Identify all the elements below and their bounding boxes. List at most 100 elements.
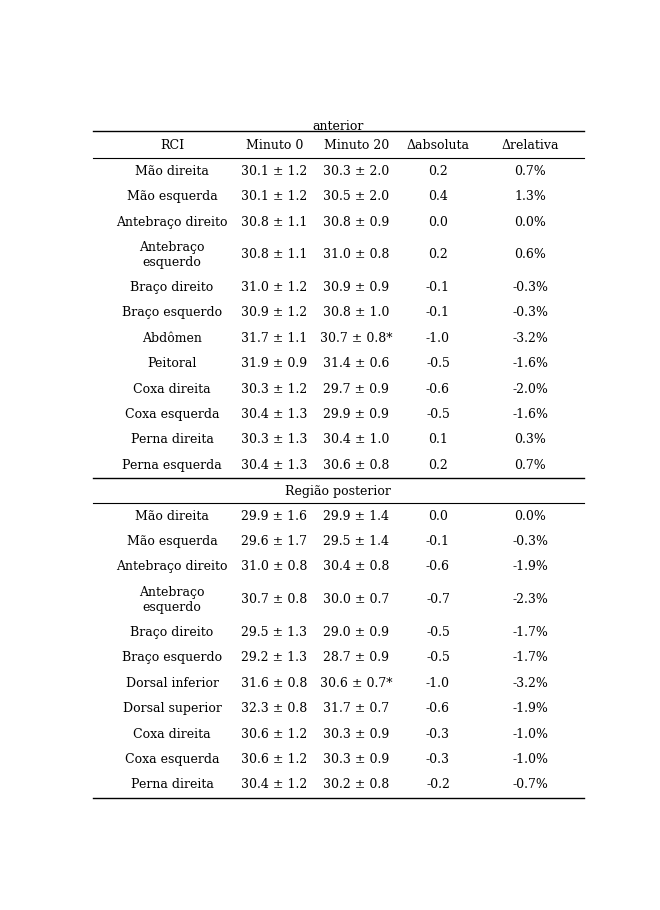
Text: 0.4: 0.4 [428,190,448,203]
Text: 30.0 ± 0.7: 30.0 ± 0.7 [323,593,389,606]
Text: -1.0%: -1.0% [512,728,548,741]
Text: 0.1: 0.1 [428,433,448,447]
Text: 30.3 ± 1.3: 30.3 ± 1.3 [241,433,308,447]
Text: 0.0: 0.0 [428,216,448,228]
Text: 31.7 ± 1.1: 31.7 ± 1.1 [241,332,308,345]
Text: Antebraço
esquerdo: Antebraço esquerdo [139,241,205,268]
Text: 0.0: 0.0 [428,510,448,522]
Text: 29.2 ± 1.3: 29.2 ± 1.3 [242,652,308,664]
Text: -1.9%: -1.9% [512,703,548,715]
Text: -2.0%: -2.0% [512,382,548,396]
Text: 0.3%: 0.3% [514,433,546,447]
Text: 32.3 ± 0.8: 32.3 ± 0.8 [241,703,308,715]
Text: 30.3 ± 0.9: 30.3 ± 0.9 [323,753,389,766]
Text: Perna esquerda: Perna esquerda [122,459,222,471]
Text: 0.2: 0.2 [428,165,448,177]
Text: -2.3%: -2.3% [512,593,548,606]
Text: Antebraço direito: Antebraço direito [116,561,228,573]
Text: -1.7%: -1.7% [512,652,548,664]
Text: -1.7%: -1.7% [512,626,548,639]
Text: -0.3: -0.3 [426,753,450,766]
Text: 30.6 ± 1.2: 30.6 ± 1.2 [241,753,308,766]
Text: Δrelativa: Δrelativa [502,139,559,152]
Text: Dorsal superior: Dorsal superior [123,703,222,715]
Text: -0.3%: -0.3% [512,535,548,548]
Text: Perna direita: Perna direita [131,778,213,792]
Text: 30.3 ± 2.0: 30.3 ± 2.0 [323,165,389,177]
Text: 0.0%: 0.0% [514,510,546,522]
Text: 0.0%: 0.0% [514,216,546,228]
Text: 30.2 ± 0.8: 30.2 ± 0.8 [323,778,389,792]
Text: -0.1: -0.1 [426,281,450,294]
Text: 31.0 ± 0.8: 31.0 ± 0.8 [241,561,308,573]
Text: Minuto 0: Minuto 0 [246,139,303,152]
Text: 28.7 ± 0.9: 28.7 ± 0.9 [323,652,389,664]
Text: 30.8 ± 1.1: 30.8 ± 1.1 [241,248,308,261]
Text: Braço direito: Braço direito [131,626,214,639]
Text: Braço direito: Braço direito [131,281,214,294]
Text: 30.8 ± 1.1: 30.8 ± 1.1 [241,216,308,228]
Text: Minuto 20: Minuto 20 [323,139,389,152]
Text: -0.3%: -0.3% [512,281,548,294]
Text: -1.0: -1.0 [426,677,450,690]
Text: -0.3: -0.3 [426,728,450,741]
Text: 31.9 ± 0.9: 31.9 ± 0.9 [242,358,308,370]
Text: 30.5 ± 2.0: 30.5 ± 2.0 [323,190,389,203]
Text: -1.9%: -1.9% [512,561,548,573]
Text: 30.9 ± 1.2: 30.9 ± 1.2 [242,307,308,319]
Text: Coxa esquerda: Coxa esquerda [125,408,219,421]
Text: 29.6 ± 1.7: 29.6 ± 1.7 [242,535,308,548]
Text: 29.7 ± 0.9: 29.7 ± 0.9 [323,382,389,396]
Text: 30.4 ± 1.3: 30.4 ± 1.3 [241,408,308,421]
Text: 29.5 ± 1.4: 29.5 ± 1.4 [323,535,389,548]
Text: 31.0 ± 1.2: 31.0 ± 1.2 [241,281,308,294]
Text: 30.8 ± 1.0: 30.8 ± 1.0 [323,307,389,319]
Text: 29.9 ± 1.6: 29.9 ± 1.6 [242,510,308,522]
Text: Coxa direita: Coxa direita [133,728,211,741]
Text: 30.4 ± 1.3: 30.4 ± 1.3 [241,459,308,471]
Text: 31.6 ± 0.8: 31.6 ± 0.8 [241,677,308,690]
Text: Coxa esquerda: Coxa esquerda [125,753,219,766]
Text: 0.2: 0.2 [428,248,448,261]
Text: Antebraço direito: Antebraço direito [116,216,228,228]
Text: 29.0 ± 0.9: 29.0 ± 0.9 [323,626,389,639]
Text: -0.1: -0.1 [426,307,450,319]
Text: 29.5 ± 1.3: 29.5 ± 1.3 [242,626,308,639]
Text: Dorsal inferior: Dorsal inferior [125,677,218,690]
Text: 0.7%: 0.7% [514,459,546,471]
Text: -0.6: -0.6 [426,703,450,715]
Text: 30.6 ± 0.8: 30.6 ± 0.8 [323,459,389,471]
Text: 30.7 ± 0.8*: 30.7 ± 0.8* [320,332,393,345]
Text: 0.7%: 0.7% [514,165,546,177]
Text: 30.7 ± 0.8: 30.7 ± 0.8 [241,593,308,606]
Text: Δabsoluta: Δabsoluta [407,139,469,152]
Text: -0.5: -0.5 [426,358,450,370]
Text: -0.6: -0.6 [426,561,450,573]
Text: -0.7: -0.7 [426,593,450,606]
Text: Antebraço
esquerdo: Antebraço esquerdo [139,586,205,613]
Text: Perna direita: Perna direita [131,433,213,447]
Text: Peitoral: Peitoral [147,358,197,370]
Text: anterior: anterior [313,119,364,133]
Text: 30.1 ± 1.2: 30.1 ± 1.2 [241,190,308,203]
Text: RCI: RCI [160,139,184,152]
Text: Mão esquerda: Mão esquerda [127,535,217,548]
Text: -0.2: -0.2 [426,778,450,792]
Text: 30.4 ± 1.0: 30.4 ± 1.0 [323,433,389,447]
Text: -1.0: -1.0 [426,332,450,345]
Text: Braço esquerdo: Braço esquerdo [122,307,222,319]
Text: Região posterior: Região posterior [285,485,391,498]
Text: -0.5: -0.5 [426,408,450,421]
Text: -1.6%: -1.6% [512,358,548,370]
Text: -0.7%: -0.7% [512,778,548,792]
Text: Mão esquerda: Mão esquerda [127,190,217,203]
Text: -0.5: -0.5 [426,626,450,639]
Text: -3.2%: -3.2% [512,677,548,690]
Text: -1.0%: -1.0% [512,753,548,766]
Text: 0.6%: 0.6% [514,248,546,261]
Text: -0.3%: -0.3% [512,307,548,319]
Text: 30.6 ± 0.7*: 30.6 ± 0.7* [320,677,393,690]
Text: -0.6: -0.6 [426,382,450,396]
Text: -1.6%: -1.6% [512,408,548,421]
Text: 1.3%: 1.3% [514,190,546,203]
